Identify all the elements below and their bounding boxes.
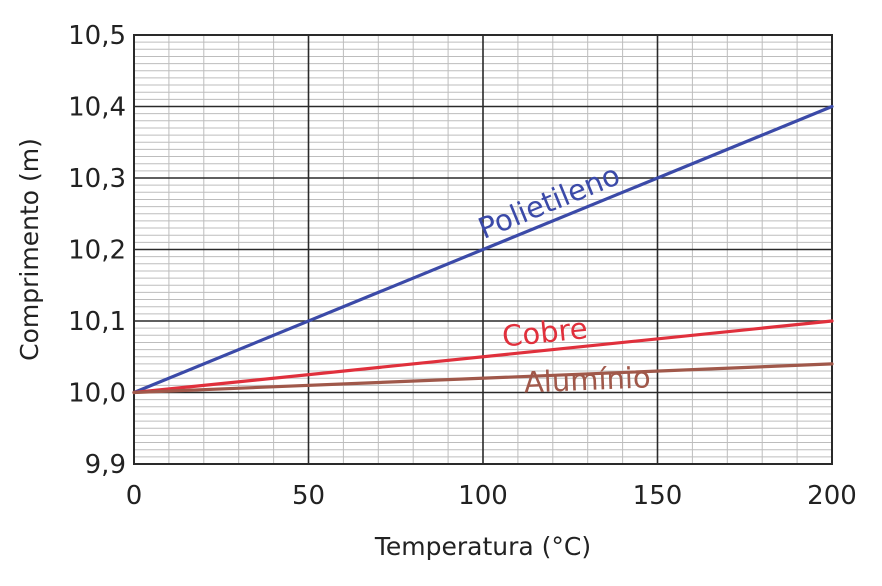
x-axis-label: Temperatura (°C) bbox=[374, 532, 591, 561]
x-tick-label: 0 bbox=[126, 481, 143, 511]
x-tick-labels: 0 50 100 150 200 bbox=[126, 481, 857, 511]
series-label-alumínio: Alumínio bbox=[523, 360, 651, 399]
y-tick-label: 10,5 bbox=[68, 21, 126, 51]
series-line-polietileno bbox=[132, 104, 834, 395]
x-tick-label: 100 bbox=[458, 481, 508, 511]
series-line-cobre bbox=[132, 319, 834, 395]
y-tick-label: 10,2 bbox=[68, 236, 126, 266]
series-lines bbox=[132, 104, 834, 395]
y-axis-label: Comprimento (m) bbox=[15, 138, 44, 361]
plot-frame bbox=[133, 34, 833, 465]
x-tick-label: 200 bbox=[807, 481, 857, 511]
y-tick-label: 10,3 bbox=[68, 164, 126, 194]
y-tick-label: 10,0 bbox=[68, 379, 126, 409]
y-tick-label: 10,1 bbox=[68, 307, 126, 337]
x-tick-label: 150 bbox=[633, 481, 683, 511]
x-tick-label: 50 bbox=[292, 481, 325, 511]
y-tick-label: 9,9 bbox=[85, 450, 126, 480]
y-tick-labels: 9,9 10,0 10,1 10,2 10,3 10,4 10,5 bbox=[68, 21, 126, 480]
y-tick-label: 10,4 bbox=[68, 93, 126, 123]
series-line-alumínio bbox=[132, 362, 834, 395]
